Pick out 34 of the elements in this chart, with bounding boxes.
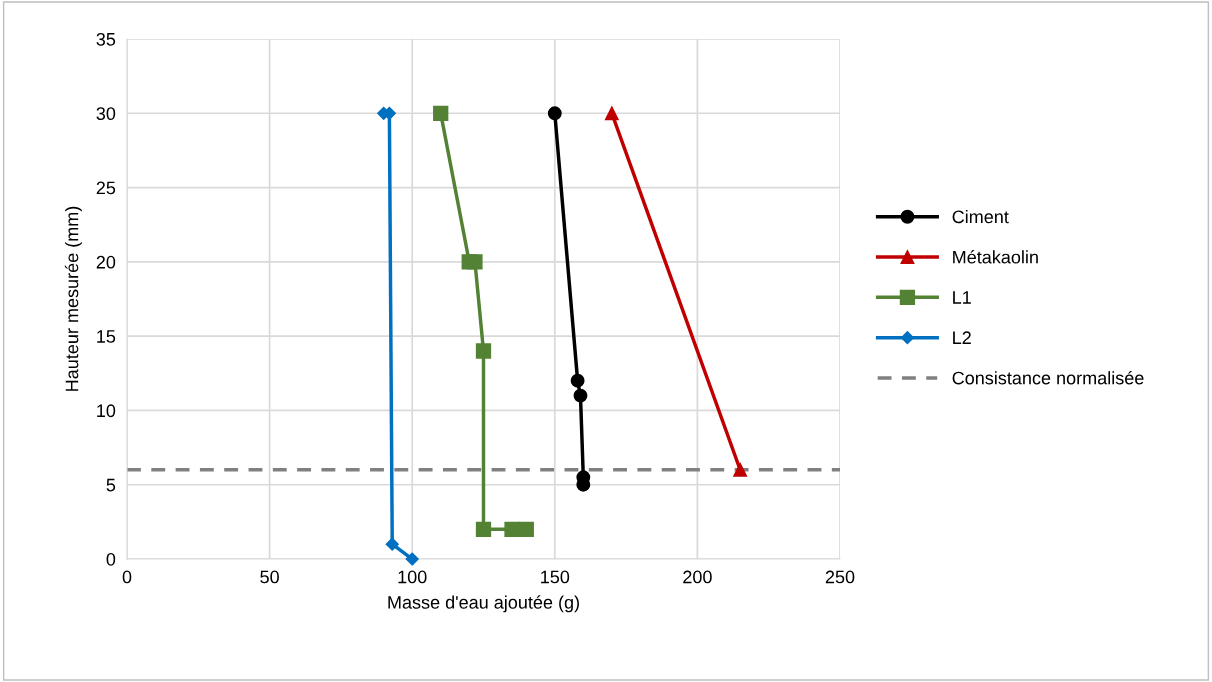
y-tick-label: 5 [106,478,116,492]
point [570,373,585,388]
x-axis-title: Masse d'eau ajoutée (g) [388,595,579,613]
y-tick-label: 30 [96,107,116,121]
point [573,388,588,403]
point [475,343,492,359]
point [604,106,619,121]
x-tick-label: 100 [398,570,427,584]
y-axis-title: Hauteur mesurée (mm) [64,206,82,391]
x-tick-label: 0 [122,570,132,584]
y-tick-label: 0 [106,552,116,566]
y-tick-label: 25 [96,181,116,195]
point [433,105,449,121]
y-tick-label: 15 [97,330,116,343]
x-tick-label: 250 [825,570,855,584]
point [504,521,520,537]
point [547,106,562,121]
y-tick-label: 35 [96,32,116,46]
x-tick-label: 200 [683,570,712,584]
x-tick-label: 50 [260,570,279,584]
x-tick-label: 150 [541,570,570,584]
point [467,254,483,270]
legend-label: L2 [953,331,971,344]
legend-label: Métakaolin [953,250,1038,264]
point [475,521,492,537]
legend-label: L1 [953,291,971,304]
y-tick-label: 10 [97,404,116,418]
legend-label: Consistance normalisée [952,370,1144,385]
point [733,462,748,477]
point [385,537,399,551]
point [405,552,419,566]
point [518,521,534,537]
legend-label: Ciment [952,209,1009,224]
y-tick-label: 20 [96,255,116,269]
